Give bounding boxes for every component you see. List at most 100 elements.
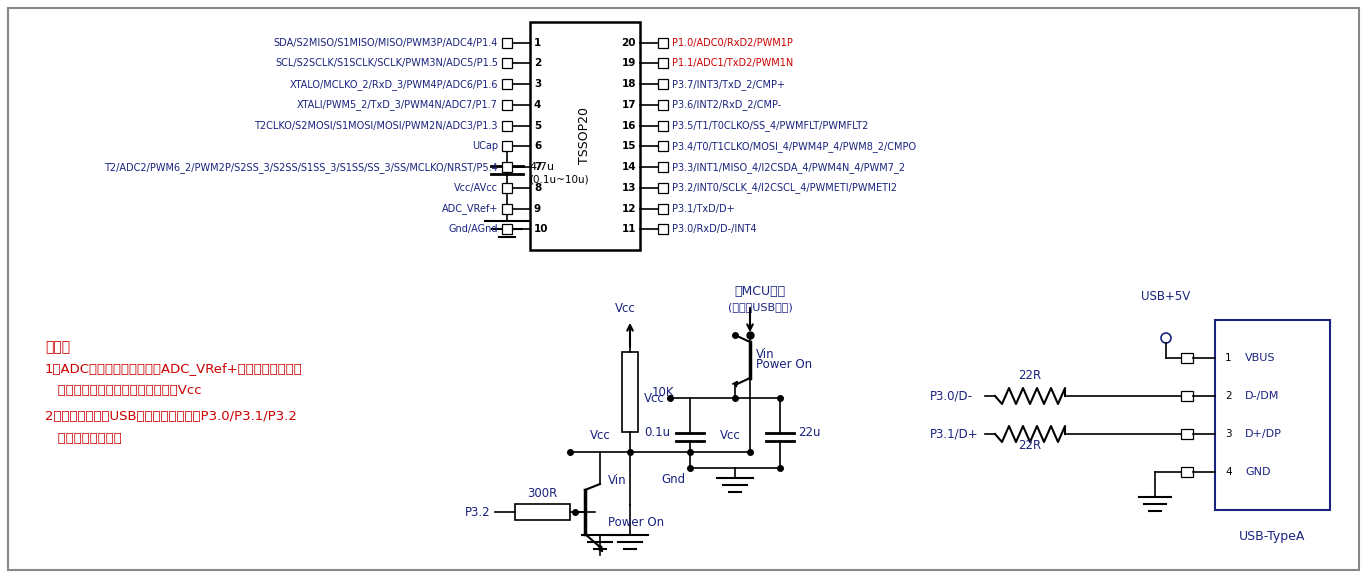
Text: 注意：: 注意： <box>45 340 70 354</box>
Bar <box>502 38 513 48</box>
Text: Vcc: Vcc <box>589 429 611 442</box>
Text: P3.1/D+: P3.1/D+ <box>930 428 979 440</box>
Bar <box>502 79 513 89</box>
Text: VBUS: VBUS <box>1245 353 1275 363</box>
Text: 22u: 22u <box>798 427 820 439</box>
Text: 5: 5 <box>534 121 541 131</box>
Text: P3.0/RxD/D-/INT4: P3.0/RxD/D-/INT4 <box>673 224 756 234</box>
Text: P3.5/T1/T0CLKO/SS_4/PWMFLT/PWMFLT2: P3.5/T1/T0CLKO/SS_4/PWMFLT/PWMFLT2 <box>673 120 868 131</box>
Text: Gnd/AGnd: Gnd/AGnd <box>448 224 498 234</box>
Text: 4: 4 <box>1225 467 1232 477</box>
Bar <box>502 203 513 213</box>
Text: 7: 7 <box>534 162 541 172</box>
Text: Vin: Vin <box>756 349 775 361</box>
Bar <box>658 79 668 89</box>
Bar <box>502 183 513 193</box>
Text: 2: 2 <box>534 58 541 68</box>
Bar <box>515 504 570 520</box>
Text: D-/DM: D-/DM <box>1245 391 1280 401</box>
Text: 17: 17 <box>622 100 636 110</box>
Text: 22R: 22R <box>1018 439 1042 452</box>
Text: T2CLKO/S2MOSI/S1MOSI/MOSI/PWM2N/ADC3/P1.3: T2CLKO/S2MOSI/S1MOSI/MOSI/PWM2N/ADC3/P1.… <box>254 121 498 131</box>
Text: XTALO/MCLKO_2/RxD_3/PWM4P/ADC6/P1.6: XTALO/MCLKO_2/RxD_3/PWM4P/ADC6/P1.6 <box>290 79 498 90</box>
Bar <box>658 58 668 68</box>
Text: P1.0/ADC0/RxD2/PWM1P: P1.0/ADC0/RxD2/PWM1P <box>673 38 793 48</box>
Text: 1: 1 <box>534 38 541 48</box>
Bar <box>658 100 668 110</box>
Text: Gnd: Gnd <box>660 473 685 486</box>
Text: P3.2/INT0/SCLK_4/I2CSCL_4/PWMETI/PWMETI2: P3.2/INT0/SCLK_4/I2CSCL_4/PWMETI/PWMETI2 <box>673 183 897 193</box>
Text: P3.4/T0/T1CLKO/MOSI_4/PWM4P_4/PWM8_2/CMPO: P3.4/T0/T1CLKO/MOSI_4/PWM4P_4/PWM8_2/CMP… <box>673 141 916 152</box>
Bar <box>658 162 668 172</box>
Text: 11: 11 <box>622 224 636 234</box>
Text: (0.1u~10u): (0.1u~10u) <box>529 175 589 184</box>
Text: P3.6/INT2/RxD_2/CMP-: P3.6/INT2/RxD_2/CMP- <box>673 99 782 110</box>
Text: 4: 4 <box>534 100 541 110</box>
Text: 4.7u: 4.7u <box>529 162 554 172</box>
Text: Vcc: Vcc <box>615 302 636 315</box>
Text: 12: 12 <box>622 203 636 213</box>
Text: P3.1/TxD/D+: P3.1/TxD/D+ <box>673 203 734 213</box>
Text: UCap: UCap <box>472 142 498 151</box>
Bar <box>1181 391 1193 401</box>
Text: P3.7/INT3/TxD_2/CMP+: P3.7/INT3/TxD_2/CMP+ <box>673 79 785 90</box>
Text: 13: 13 <box>622 183 636 193</box>
Text: P3.3/INT1/MISO_4/I2CSDA_4/PWM4N_4/PWM7_2: P3.3/INT1/MISO_4/I2CSDA_4/PWM4N_4/PWM7_2 <box>673 162 905 173</box>
Text: 3: 3 <box>1225 429 1232 439</box>
Bar <box>502 121 513 131</box>
Bar <box>658 142 668 151</box>
Text: 14: 14 <box>622 162 636 172</box>
Text: ADC_VRef+: ADC_VRef+ <box>442 203 498 214</box>
Bar <box>502 142 513 151</box>
Text: 1、ADC的外部参考电源管脚ADC_VRef+，一定不能浮空，: 1、ADC的外部参考电源管脚ADC_VRef+，一定不能浮空， <box>45 362 302 375</box>
Text: XTALI/PWM5_2/TxD_3/PWM4N/ADC7/P1.7: XTALI/PWM5_2/TxD_3/PWM4N/ADC7/P1.7 <box>297 99 498 110</box>
Bar <box>658 38 668 48</box>
Text: 300R: 300R <box>528 487 558 500</box>
Text: 6: 6 <box>534 142 541 151</box>
Bar <box>1181 467 1193 477</box>
Text: 1: 1 <box>1225 353 1232 363</box>
Text: 10K: 10K <box>652 386 674 398</box>
Text: Vcc/AVcc: Vcc/AVcc <box>454 183 498 193</box>
Text: 22R: 22R <box>1018 369 1042 382</box>
Bar <box>502 224 513 234</box>
Bar <box>502 58 513 68</box>
Bar <box>1215 320 1330 510</box>
Bar <box>658 121 668 131</box>
Text: USB-TypeA: USB-TypeA <box>1240 530 1305 543</box>
Text: 2: 2 <box>1225 391 1232 401</box>
Text: 19: 19 <box>622 58 636 68</box>
Text: D+/DP: D+/DP <box>1245 429 1282 439</box>
Bar <box>1181 429 1193 439</box>
Text: 9: 9 <box>534 203 541 213</box>
Text: Power On: Power On <box>756 358 812 372</box>
Bar <box>658 183 668 193</box>
Text: Vcc: Vcc <box>644 391 664 405</box>
Text: Vcc: Vcc <box>719 429 741 442</box>
Text: 20: 20 <box>622 38 636 48</box>
Text: 18: 18 <box>622 79 636 89</box>
Text: P1.1/ADC1/TxD2/PWM1N: P1.1/ADC1/TxD2/PWM1N <box>673 58 793 68</box>
Bar <box>502 162 513 172</box>
Text: 给MCU供电: 给MCU供电 <box>734 285 786 298</box>
Text: SCL/S2SCLK/S1SCLK/SCLK/PWM3N/ADC5/P1.5: SCL/S2SCLK/S1SCLK/SCLK/PWM3N/ADC5/P1.5 <box>275 58 498 68</box>
Bar <box>622 352 638 432</box>
Bar <box>658 224 668 234</box>
Text: 0.1u: 0.1u <box>644 427 670 439</box>
Text: 必须接外部参考电源或者直接连到Vcc: 必须接外部参考电源或者直接连到Vcc <box>45 384 201 397</box>
Bar <box>1181 353 1193 363</box>
Text: 不可同时为低电平: 不可同时为低电平 <box>45 432 122 445</box>
Text: 10: 10 <box>534 224 548 234</box>
Text: Vin: Vin <box>608 473 626 487</box>
Text: 2、若不需要进行USB下载，芯片复位时P3.0/P3.1/P3.2: 2、若不需要进行USB下载，芯片复位时P3.0/P3.1/P3.2 <box>45 410 297 423</box>
Text: T2/ADC2/PWM6_2/PWM2P/S2SS_3/S2SS/S1SS_3/S1SS/SS_3/SS/MCLKO/NRST/P5.4: T2/ADC2/PWM6_2/PWM2P/S2SS_3/S2SS/S1SS_3/… <box>104 162 498 173</box>
Text: Power On: Power On <box>608 516 664 528</box>
Text: (可从身USB取电): (可从身USB取电) <box>727 302 793 312</box>
Text: 16: 16 <box>622 121 636 131</box>
Text: TSSOP20: TSSOP20 <box>578 108 592 165</box>
Text: USB+5V: USB+5V <box>1141 290 1191 303</box>
Text: P3.0/D-: P3.0/D- <box>930 390 973 402</box>
Bar <box>502 100 513 110</box>
Text: SDA/S2MISO/S1MISO/MISO/PWM3P/ADC4/P1.4: SDA/S2MISO/S1MISO/MISO/PWM3P/ADC4/P1.4 <box>273 38 498 48</box>
Text: 15: 15 <box>622 142 636 151</box>
